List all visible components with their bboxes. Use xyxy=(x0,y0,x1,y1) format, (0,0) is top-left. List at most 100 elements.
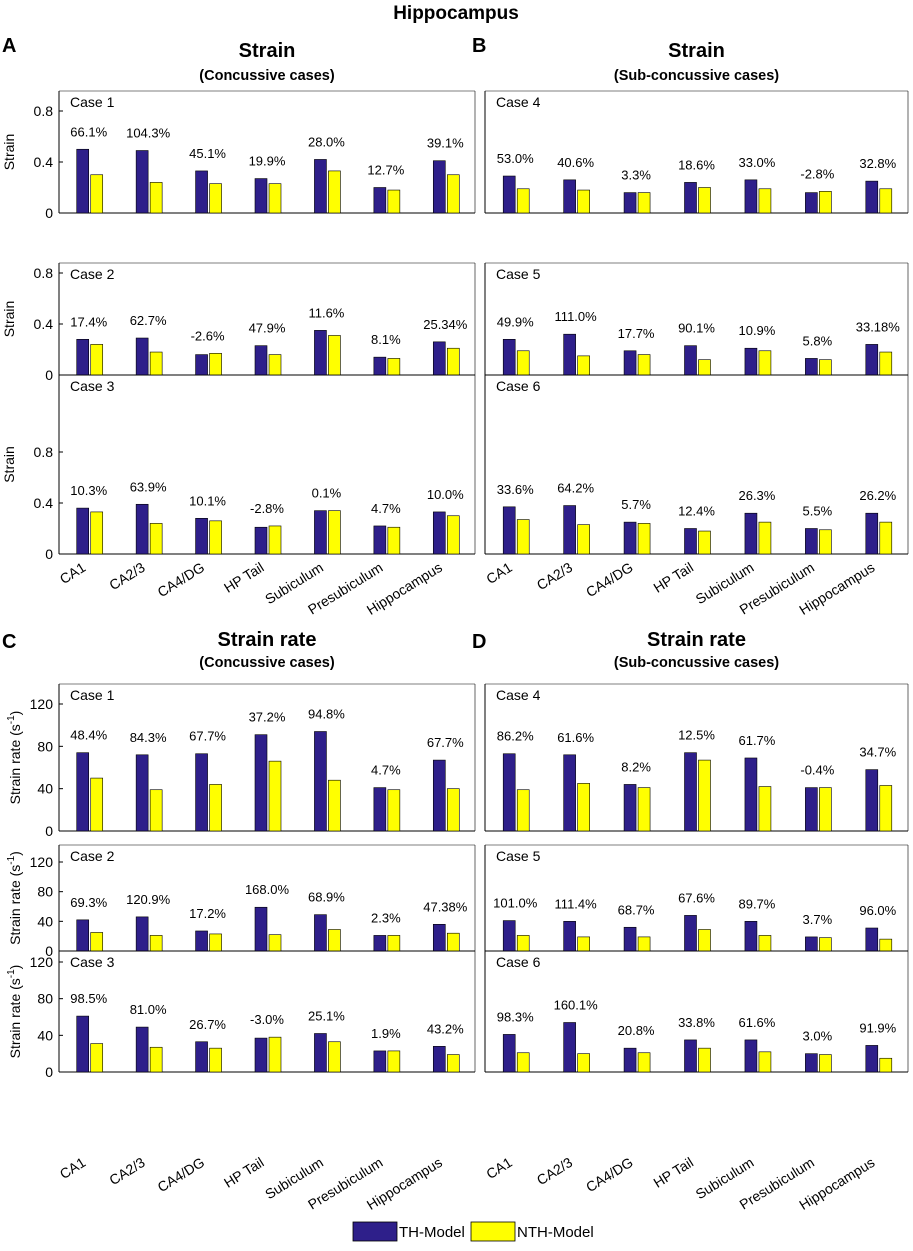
bar-th xyxy=(432,759,446,832)
bar-nth xyxy=(879,521,893,555)
percent-label: 68.7% xyxy=(618,902,655,917)
subplot-case-2: Case 2 0 0.4 0.8 Strain 17.4% 62.7% -2.6% 47.9% 1… xyxy=(1,262,476,383)
bar-th xyxy=(76,338,90,376)
bar-nth xyxy=(328,335,341,376)
bar-th xyxy=(373,935,387,952)
percent-label: 19.9% xyxy=(249,154,286,169)
bar-nth xyxy=(516,789,530,832)
bar-th xyxy=(195,354,208,376)
percent-label: 67.6% xyxy=(678,890,715,905)
bar-nth xyxy=(698,187,711,214)
bar-th xyxy=(76,919,90,952)
bar-nth xyxy=(209,784,222,832)
case-label: Case 1 xyxy=(70,687,115,703)
percent-label: 111.4% xyxy=(555,896,598,911)
panel-D: D Strain rate (Sub-concussive cases) Case 4… xyxy=(472,629,909,1213)
percent-label: 10.3% xyxy=(70,483,107,498)
case-label: Case 2 xyxy=(70,266,115,282)
percent-label: 69.3% xyxy=(70,895,107,910)
bar-nth xyxy=(387,189,401,214)
bar-nth xyxy=(758,935,772,952)
category-label: CA2/3 xyxy=(106,559,148,593)
bar-nth xyxy=(819,1054,832,1073)
percent-label: 3.3% xyxy=(621,168,651,183)
bar-th xyxy=(76,148,90,214)
bar-nth xyxy=(149,1046,163,1073)
bar-th xyxy=(563,333,576,376)
y-tick-label: 0.4 xyxy=(34,316,54,332)
y-tick-label: 0.4 xyxy=(34,495,54,511)
percent-label: 20.8% xyxy=(618,1023,655,1038)
bar-th xyxy=(135,503,149,555)
bar-th xyxy=(314,330,327,376)
y-tick-label: 0 xyxy=(45,367,53,383)
y-tick-label: 0.8 xyxy=(34,444,54,460)
percent-label: 48.4% xyxy=(70,728,107,743)
percent-label: 28.0% xyxy=(308,134,345,149)
case-label: Case 5 xyxy=(496,848,541,864)
subplot-case-1: Case 1 0 0.4 0.8 Strain 66.1% 104.3% 45.1% 19.9%… xyxy=(1,90,476,221)
category-label: HP Tail xyxy=(221,1154,267,1191)
percent-label: -3.0% xyxy=(250,1012,284,1027)
bar-th xyxy=(805,192,818,214)
case-label: Case 6 xyxy=(496,954,541,970)
bar-nth xyxy=(328,779,341,832)
panel-title: Strain rate xyxy=(218,629,317,651)
y-tick-label: 40 xyxy=(37,1027,53,1043)
bar-th xyxy=(865,512,879,555)
percent-label: 111.0% xyxy=(555,309,598,324)
bar-nth xyxy=(819,529,832,555)
bar-th xyxy=(805,528,818,555)
percent-label: 10.1% xyxy=(189,493,226,508)
bar-nth xyxy=(637,523,651,555)
bar-nth xyxy=(516,188,530,214)
bar-nth xyxy=(516,519,530,555)
bar-nth xyxy=(90,1043,104,1073)
y-tick-label: 120 xyxy=(30,954,54,970)
percent-label: 98.3% xyxy=(497,1009,534,1024)
percent-label: 61.6% xyxy=(738,1015,775,1030)
percent-label: 33.6% xyxy=(497,482,534,497)
bar-th xyxy=(744,512,758,555)
percent-label: -2.8% xyxy=(800,166,834,181)
bar-th xyxy=(373,787,387,832)
percent-label: 5.5% xyxy=(803,504,833,519)
chart-panels: A Strain (Concussive cases) Case 1 0 0.4 0.8 St… xyxy=(1,35,909,1213)
percent-label: 5.7% xyxy=(621,497,651,512)
bar-th xyxy=(135,916,149,952)
bar-th xyxy=(744,1039,758,1073)
panel-letter: D xyxy=(472,631,486,653)
y-tick-label: 0.8 xyxy=(34,265,54,281)
bar-nth xyxy=(209,353,222,376)
bar-nth xyxy=(698,929,711,952)
bar-th xyxy=(805,936,818,952)
bar-nth xyxy=(268,1036,282,1073)
percent-label: 68.9% xyxy=(308,890,345,905)
percent-label: 81.0% xyxy=(130,1002,167,1017)
bar-nth xyxy=(149,789,163,832)
bar-th xyxy=(623,350,637,376)
panel-title: Strain xyxy=(668,40,725,62)
bar-th xyxy=(502,506,516,555)
y-tick-label: 0.8 xyxy=(34,103,54,119)
percent-label: 91.9% xyxy=(859,1020,896,1035)
percent-label: 3.7% xyxy=(803,912,833,927)
category-label: CA1 xyxy=(57,1154,89,1182)
subplot-case-6: Case 6 98.3% 160.1% 20.8% 33.8% 61.6% 3.0% 91.9… xyxy=(484,950,909,1073)
percent-label: 39.1% xyxy=(427,136,464,151)
panel-title: Strain xyxy=(239,40,296,62)
bar-nth xyxy=(698,1047,711,1073)
percent-label: 8.2% xyxy=(621,759,651,774)
bar-th xyxy=(744,757,758,832)
bar-nth xyxy=(209,183,222,214)
percent-label: 26.2% xyxy=(859,488,896,503)
y-tick-label: 0.4 xyxy=(34,154,54,170)
bar-nth xyxy=(758,350,772,376)
percent-label: 64.2% xyxy=(557,481,594,496)
y-tick-label: 0 xyxy=(45,205,53,221)
y-tick-label: 0 xyxy=(45,546,53,562)
bar-th xyxy=(314,1033,327,1073)
bar-th xyxy=(563,921,576,952)
y-axis-label: Strain xyxy=(1,446,17,483)
